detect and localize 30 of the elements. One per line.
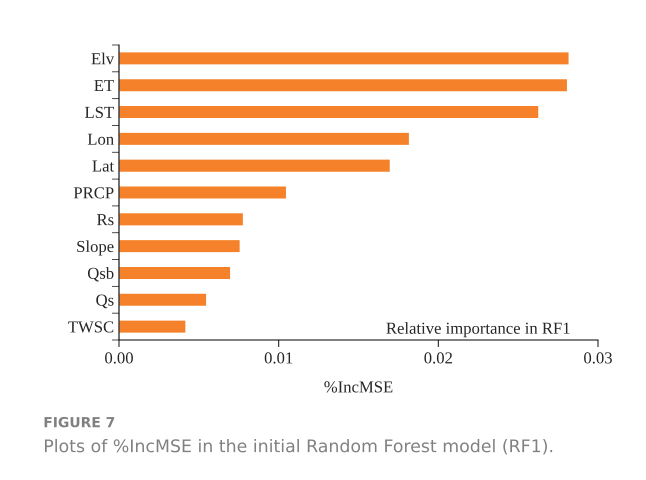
y-tick-label: Qsb xyxy=(88,267,114,282)
y-tick-label: Slope xyxy=(77,240,114,256)
y-tick-label: Rs xyxy=(97,214,114,226)
bar xyxy=(119,212,244,227)
text: Plots of %IncMSE in the initial Random Forest model (RF1). xyxy=(44,438,552,454)
x-tick-label: 0.03 xyxy=(584,352,612,364)
bar xyxy=(119,158,392,174)
y-tick-label: Lon xyxy=(88,134,114,145)
x-tick-label: 0.01 xyxy=(264,352,292,364)
bar xyxy=(119,78,568,93)
bar xyxy=(119,238,242,254)
annotation: Relative importance in RF1 xyxy=(386,322,570,338)
x-axis-title: %IncMSE xyxy=(324,381,392,393)
x-tick-label: 0.02 xyxy=(424,352,452,364)
x-tick-label: 0.00 xyxy=(105,352,133,364)
y-tick-label: LST xyxy=(84,106,114,118)
bar xyxy=(119,185,288,200)
y-tick-label: Lat xyxy=(92,160,114,172)
y-tick-label: TWSC xyxy=(68,321,114,333)
bar xyxy=(119,51,570,66)
y-tick-label: Qs xyxy=(96,294,114,308)
bar xyxy=(119,266,232,280)
y-tick-label: Elv xyxy=(91,52,114,64)
bar xyxy=(119,319,187,334)
y-tick-label: ET xyxy=(94,80,114,92)
y-tick-label: PRCP xyxy=(74,187,114,198)
bar xyxy=(119,131,410,146)
caption: FIGURE 7 xyxy=(44,416,114,428)
bar xyxy=(119,292,208,308)
bar xyxy=(119,104,540,120)
